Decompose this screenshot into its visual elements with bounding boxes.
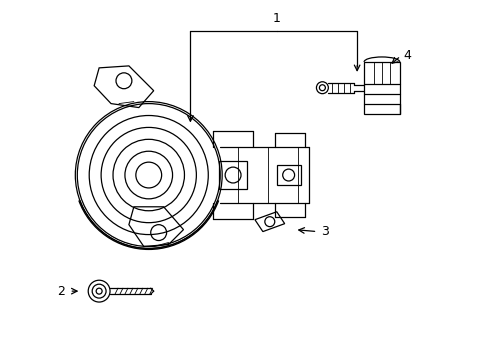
Text: 4: 4: [403, 49, 411, 63]
Text: 2: 2: [58, 285, 65, 298]
Bar: [276, 165, 300, 185]
Bar: [364, 62, 399, 113]
Bar: [219, 161, 246, 189]
Text: 3: 3: [321, 225, 328, 238]
Text: 1: 1: [272, 12, 280, 25]
